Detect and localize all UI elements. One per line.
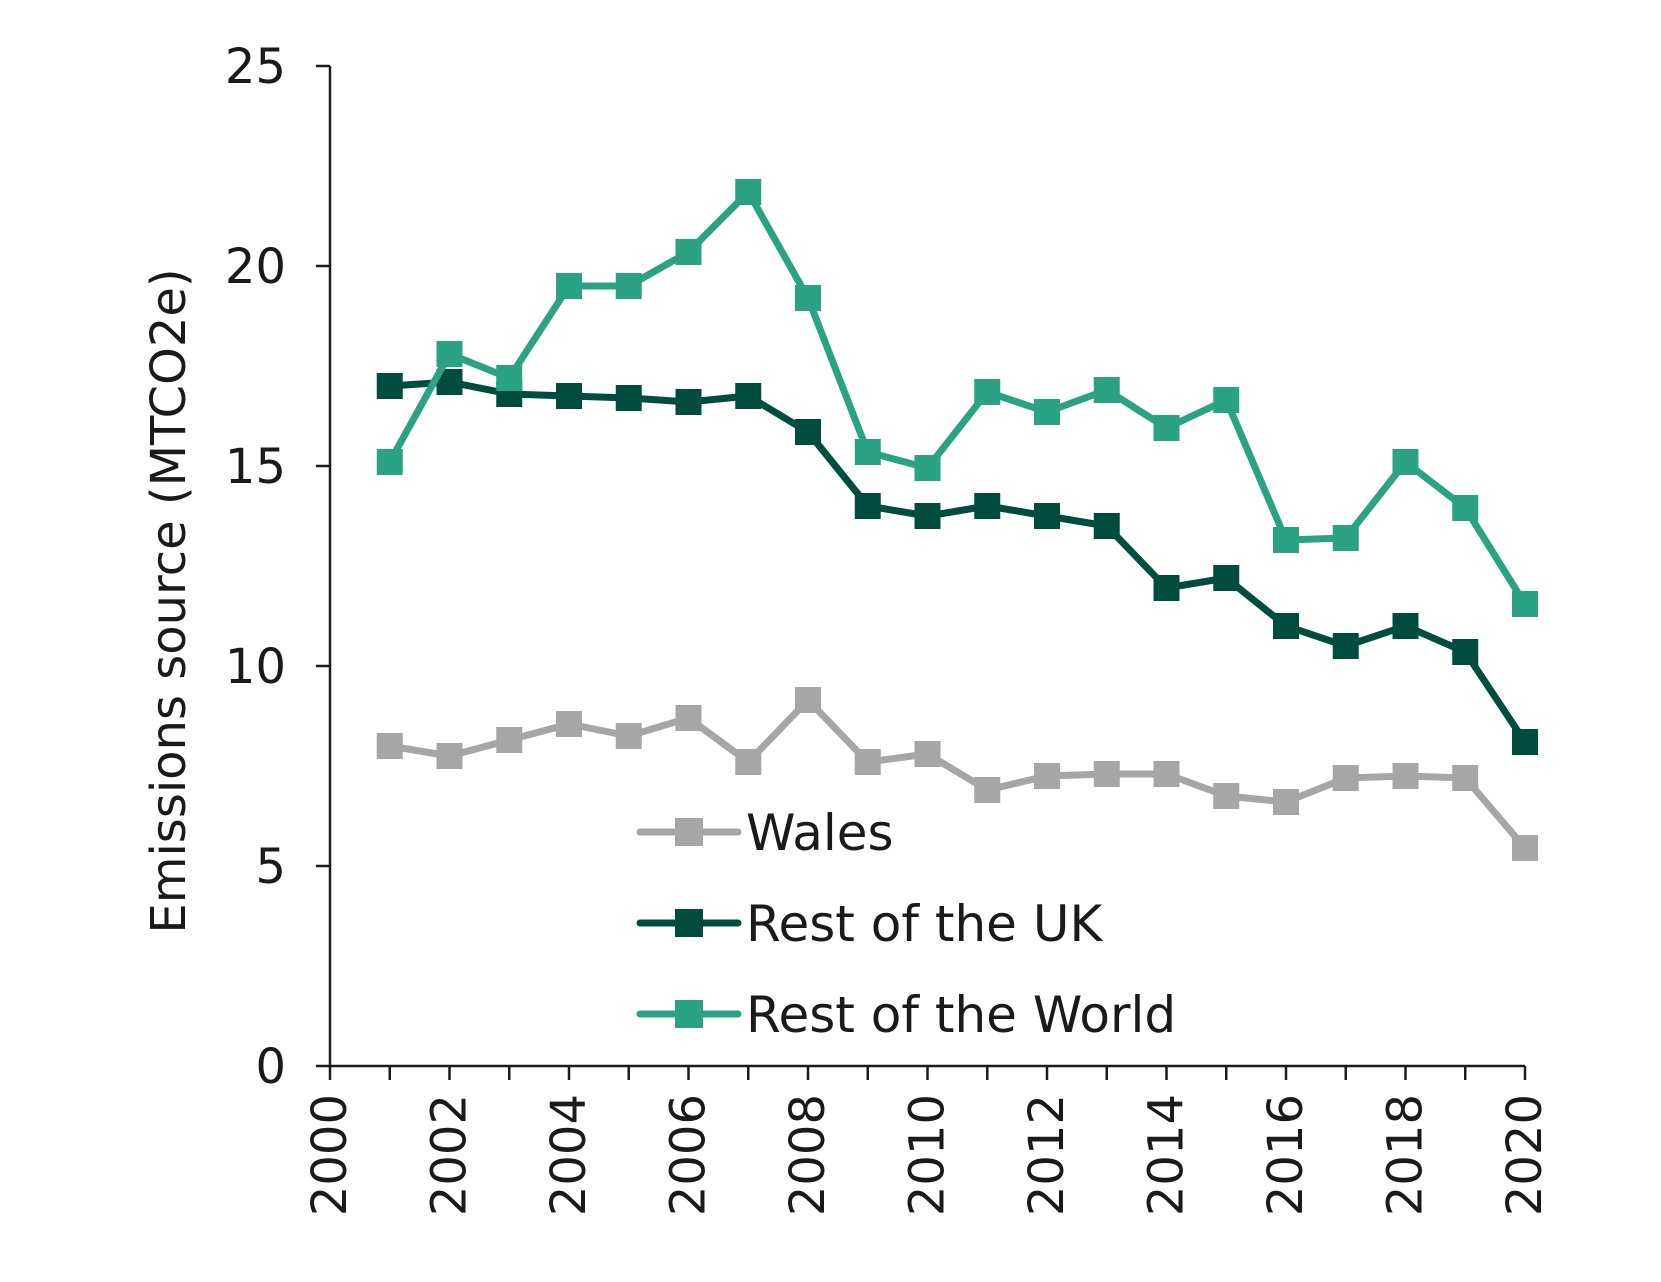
y-axis-ticks: 0 5 10 15 20 25 [225,39,330,1095]
x-tick-label: 2010 [900,1094,956,1216]
x-tick-label: 2014 [1139,1094,1195,1216]
data-point [1213,783,1240,809]
data-point [1332,633,1359,659]
data-point [735,179,762,205]
data-point [496,365,523,391]
data-point [1153,415,1180,441]
data-point [1034,503,1060,529]
data-point [795,285,821,311]
y-tick-label: 20 [225,239,286,295]
data-point [1034,763,1060,789]
data-point [795,687,821,713]
data-point [1452,765,1479,791]
x-tick-label: 2016 [1258,1094,1314,1216]
data-point [436,341,463,367]
data-point [615,385,642,411]
x-tick-label: 2018 [1378,1094,1434,1216]
data-point [496,727,523,753]
y-tick-label: 5 [255,839,286,895]
data-point [675,705,702,731]
data-point [1392,613,1419,639]
data-point [1273,613,1299,639]
y-tick-label: 15 [225,439,286,495]
x-tick-label: 2008 [780,1094,836,1216]
x-tick-label: 2000 [302,1094,358,1216]
data-point [1273,527,1299,553]
data-point [914,455,941,481]
data-point [854,439,881,465]
series-layer [376,179,1538,861]
data-point [675,239,702,265]
data-point [735,749,762,775]
series-rest-of-the-uk [376,369,1538,755]
data-point [376,449,403,475]
legend-marker [675,818,703,846]
data-point [1093,377,1120,403]
data-point [376,373,403,399]
data-point [1392,449,1419,475]
data-point [974,379,1001,405]
data-point [854,493,881,519]
data-point [615,273,642,299]
x-tick-label: 2006 [661,1094,717,1216]
y-axis-title: Emissions source (MTCO2e) [141,268,197,933]
y-tick-label: 10 [225,639,286,695]
data-point [1213,565,1240,591]
y-tick-label: 0 [255,1039,286,1095]
legend-marker [675,909,703,937]
data-point [436,743,463,769]
data-point [1213,387,1240,413]
data-point [1512,835,1538,861]
data-point [556,383,582,409]
data-point [1332,765,1359,791]
legend-label: Rest of the World [746,986,1176,1044]
data-point [914,503,941,529]
data-point [854,749,881,775]
data-point [1512,591,1538,617]
data-point [1093,513,1120,539]
data-point [1093,761,1120,787]
legend-label: Rest of the UK [746,895,1103,953]
legend-item: Rest of the World [636,986,1176,1044]
legend-item: Rest of the UK [636,895,1103,953]
data-point [974,493,1001,519]
data-point [1153,575,1180,601]
data-point [735,383,762,409]
legend-label: Wales [746,804,894,862]
series-line [389,378,1528,744]
data-point [615,723,642,749]
x-tick-label: 2012 [1019,1094,1075,1216]
legend-marker [675,1000,703,1028]
series-wales [376,687,1538,861]
data-point [1392,763,1419,789]
data-point [1273,789,1299,815]
data-point [1153,761,1180,787]
data-point [556,711,582,737]
data-point [556,273,582,299]
data-point [1332,525,1359,551]
data-point [376,733,403,759]
data-point [914,741,941,767]
data-point [795,419,821,445]
y-tick-label: 25 [225,39,286,95]
data-point [1034,399,1060,425]
x-axis-ticks: 2000 2002 2004 2006 2008 2010 2012 2014 2016 2018… [302,1066,1553,1216]
data-point [1452,639,1479,665]
data-point [1512,729,1538,755]
series-rest-of-the-world [376,179,1538,617]
data-point [974,777,1001,803]
x-tick-label: 2002 [422,1094,478,1216]
data-point [675,389,702,415]
legend: Wales Rest of the UK Rest of the World [636,804,1176,1044]
legend-item: Wales [636,804,894,862]
x-tick-label: 2004 [541,1094,597,1216]
x-tick-label: 2020 [1497,1094,1553,1216]
data-point [1452,495,1479,521]
